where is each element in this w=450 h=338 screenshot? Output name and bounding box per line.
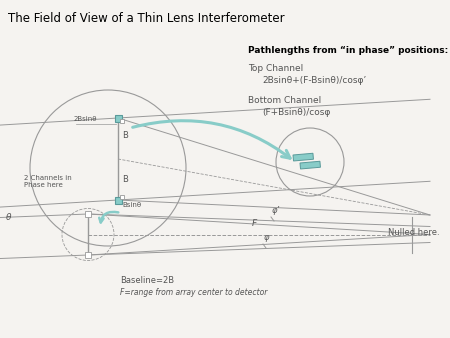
Text: 2Bsinθ+(F-Bsinθ)/cosφ’: 2Bsinθ+(F-Bsinθ)/cosφ’ xyxy=(262,76,366,85)
Bar xyxy=(293,153,314,161)
FancyArrowPatch shape xyxy=(130,125,291,163)
Text: Bsinθ: Bsinθ xyxy=(122,202,141,208)
Text: Pathlengths from “in phase” positions:: Pathlengths from “in phase” positions: xyxy=(248,46,448,55)
Text: Top Channel: Top Channel xyxy=(248,64,303,73)
Text: φ’: φ’ xyxy=(272,206,280,215)
Text: The Field of View of a Thin Lens Interferometer: The Field of View of a Thin Lens Interfe… xyxy=(8,12,284,25)
Text: F=range from array center to detector: F=range from array center to detector xyxy=(120,288,267,297)
Bar xyxy=(114,115,122,121)
Bar xyxy=(85,211,91,217)
Bar xyxy=(85,252,91,258)
Bar xyxy=(120,195,124,199)
Text: Bottom Channel: Bottom Channel xyxy=(248,96,321,105)
Text: φ: φ xyxy=(264,233,270,242)
Text: Nulled here.: Nulled here. xyxy=(388,228,440,237)
Text: 2Bsinθ: 2Bsinθ xyxy=(74,116,98,122)
Text: B: B xyxy=(122,131,128,140)
Text: θ: θ xyxy=(6,213,12,222)
Text: Baseline=2B: Baseline=2B xyxy=(120,276,174,285)
Bar xyxy=(300,161,320,169)
Bar xyxy=(114,196,122,203)
Text: F: F xyxy=(252,219,257,228)
Text: B: B xyxy=(122,175,128,184)
Text: (F+Bsinθ)/cosφ: (F+Bsinθ)/cosφ xyxy=(262,108,330,117)
FancyArrowPatch shape xyxy=(99,212,118,222)
FancyArrowPatch shape xyxy=(133,121,290,158)
Text: 2 Channels in
Phase here: 2 Channels in Phase here xyxy=(24,175,72,188)
Bar xyxy=(120,119,124,123)
